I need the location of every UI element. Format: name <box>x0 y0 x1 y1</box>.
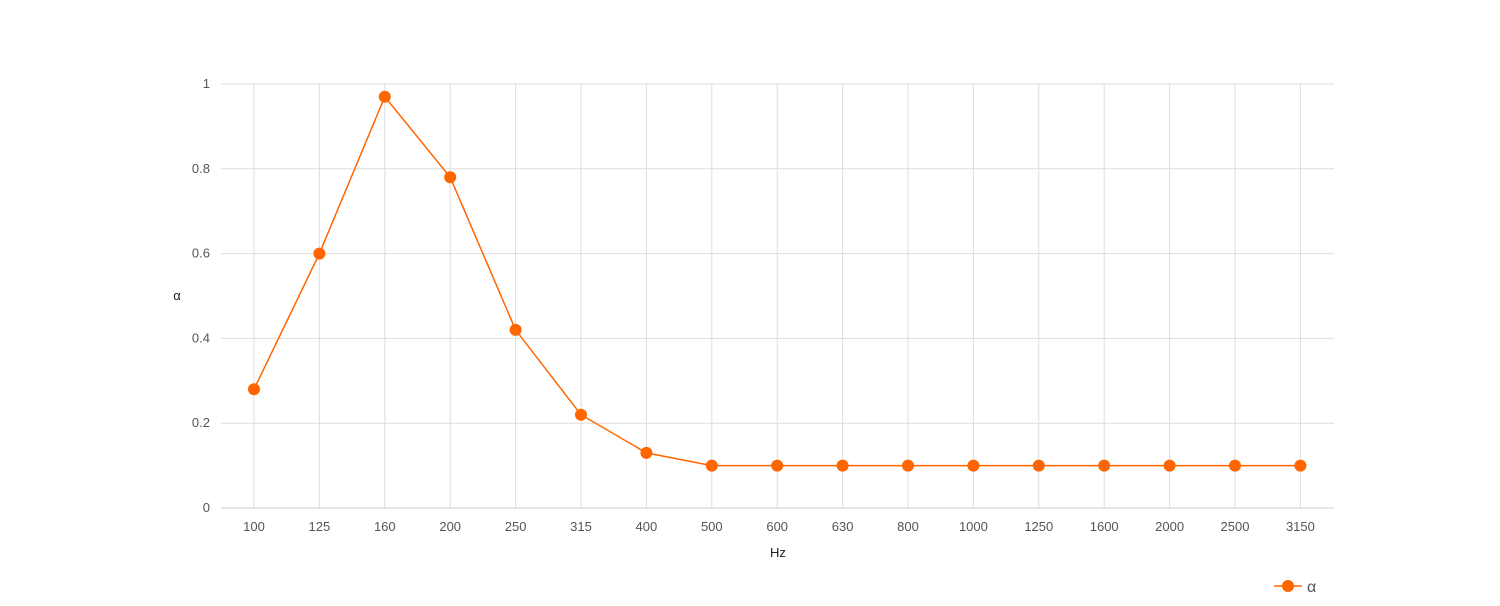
x-tick-label: 250 <box>505 519 527 534</box>
data-point[interactable] <box>313 247 326 260</box>
y-tick-label: 0 <box>203 500 210 515</box>
data-point[interactable] <box>509 323 522 336</box>
x-tick-label: 600 <box>766 519 788 534</box>
data-point[interactable] <box>1032 459 1045 472</box>
x-tick-label: 2500 <box>1221 519 1250 534</box>
x-tick-label: 125 <box>309 519 331 534</box>
x-tick-label: 315 <box>570 519 592 534</box>
x-tick-label: 200 <box>439 519 461 534</box>
data-point[interactable] <box>1229 459 1241 472</box>
y-axis-title: α <box>173 288 181 303</box>
series <box>248 90 1307 472</box>
data-point[interactable] <box>1098 459 1111 472</box>
data-point[interactable] <box>902 459 914 472</box>
grid <box>221 83 1334 508</box>
x-tick-label: 630 <box>832 519 854 534</box>
data-point[interactable] <box>575 408 587 421</box>
data-point[interactable] <box>771 459 784 472</box>
data-point[interactable] <box>378 90 391 103</box>
data-point[interactable] <box>836 459 849 472</box>
data-point[interactable] <box>444 171 457 184</box>
data-point[interactable] <box>705 459 718 472</box>
y-tick-label: 0.4 <box>192 330 210 345</box>
legend[interactable]: α <box>1274 579 1316 596</box>
legend-label: α <box>1307 579 1316 596</box>
y-tick-labels: 0 0.2 0.4 0.6 0.8 1 <box>192 76 210 515</box>
data-point[interactable] <box>1294 459 1307 472</box>
y-tick-label: 0.2 <box>192 415 210 430</box>
x-tick-label: 160 <box>374 519 396 534</box>
data-point[interactable] <box>967 459 980 472</box>
data-point[interactable] <box>248 383 260 396</box>
x-tick-label: 100 <box>243 519 265 534</box>
x-tick-label: 500 <box>701 519 723 534</box>
data-point[interactable] <box>640 446 653 459</box>
y-tick-label: 0.8 <box>192 161 210 176</box>
x-tick-label: 3150 <box>1286 519 1315 534</box>
x-tick-label: 1000 <box>959 519 988 534</box>
y-tick-label: 1 <box>203 76 210 91</box>
data-point[interactable] <box>1163 459 1176 472</box>
x-tick-label: 800 <box>897 519 919 534</box>
x-tick-label: 1600 <box>1090 519 1119 534</box>
y-tick-label: 0.6 <box>192 246 210 261</box>
legend-marker-icon <box>1282 580 1294 592</box>
x-axis-title: Hz <box>770 545 786 560</box>
x-tick-labels: 100 125 160 200 250 315 400 500 600 630 800 1000 125… <box>243 519 1315 534</box>
x-tick-label: 400 <box>636 519 658 534</box>
x-tick-label: 2000 <box>1155 519 1184 534</box>
x-tick-label: 1250 <box>1024 519 1053 534</box>
